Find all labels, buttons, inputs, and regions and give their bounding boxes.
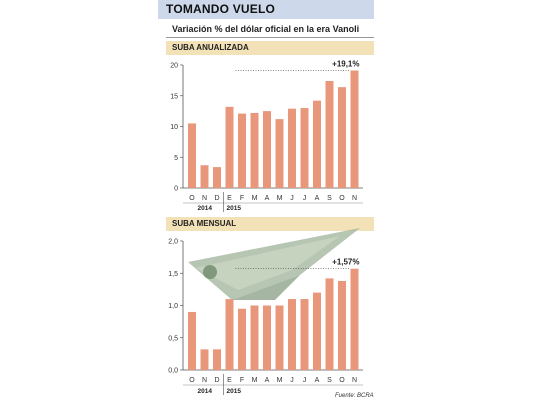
year-label: 2014 [198,388,213,395]
x-tick-label: N [202,195,207,202]
x-tick-label: A [315,377,320,384]
x-tick-label: F [240,195,244,202]
bar [238,308,246,370]
bar [338,280,346,370]
x-tick-label: F [240,377,244,384]
x-tick-label: S [327,195,332,202]
panel-title-monthly: SUBA MENSUAL [172,219,237,228]
bar [225,299,234,370]
bar [213,349,221,370]
x-tick-label: E [227,377,232,384]
x-tick-label: M [252,195,258,202]
x-tick-label: N [352,195,357,202]
x-tick-label: D [214,195,219,202]
y-tick-label: 2,0 [168,239,178,246]
bar [350,268,359,370]
x-tick-label: S [327,377,332,384]
y-tick-label: 20 [170,63,178,70]
bar [225,106,234,188]
x-tick-label: O [189,195,195,202]
panel-band-monthly [166,217,374,231]
y-tick-label: 15 [170,93,178,100]
data-label: +19,1% [332,60,359,69]
x-tick-label: J [290,377,294,384]
bar [213,167,221,188]
bar [188,123,196,188]
y-tick-label: 0,0 [168,368,178,375]
source-note: Fuente: BCRA [335,393,374,399]
bar [263,305,271,370]
title-bar [158,0,374,19]
x-tick-label: O [339,195,345,202]
bar [275,119,284,188]
bar [188,311,196,370]
data-label: +1,57% [332,258,359,267]
bar [313,292,321,370]
bar [288,108,296,188]
x-tick-label: E [227,195,232,202]
x-tick-label: J [290,195,294,202]
panel-title-annual: SUBA ANUALIZADA [172,43,249,52]
x-tick-label: M [277,377,283,384]
x-tick-label: A [315,195,320,202]
bar [200,165,209,188]
x-tick-label: N [202,377,207,384]
x-tick-label: J [303,377,307,384]
year-label: 2015 [227,205,242,212]
bar [300,299,309,370]
bar [350,70,359,188]
divider [166,37,374,38]
bar [200,349,209,370]
x-tick-label: A [265,377,270,384]
x-tick-label: M [252,377,258,384]
y-tick-label: 1,0 [168,303,178,310]
x-tick-label: M [277,195,283,202]
x-tick-label: D [214,377,219,384]
x-tick-label: J [303,195,307,202]
chart-title: TOMANDO VUELO [166,2,276,16]
x-tick-label: N [352,377,357,384]
bar [338,87,346,188]
bar [300,108,309,188]
bar [325,80,334,188]
bar [238,113,246,188]
chart-subtitle: Variación % del dólar oficial en la era … [172,24,360,34]
x-tick-label: A [265,195,270,202]
y-tick-label: 5 [174,155,178,162]
panel-band-annual [166,41,374,55]
y-tick-label: 0,5 [168,335,178,342]
bar [313,100,321,188]
y-tick-label: 1,5 [168,271,178,278]
bar [288,299,296,370]
y-tick-label: 0 [174,186,178,193]
y-tick-label: 10 [170,124,178,131]
x-tick-label: O [189,377,195,384]
year-label: 2014 [198,205,213,212]
bar [250,305,259,370]
x-tick-label: O [339,377,345,384]
bar [325,278,334,370]
bar [263,111,271,188]
bar [250,112,259,188]
year-label: 2015 [227,388,242,395]
banknote-illustration [188,228,360,300]
bar [275,305,284,370]
